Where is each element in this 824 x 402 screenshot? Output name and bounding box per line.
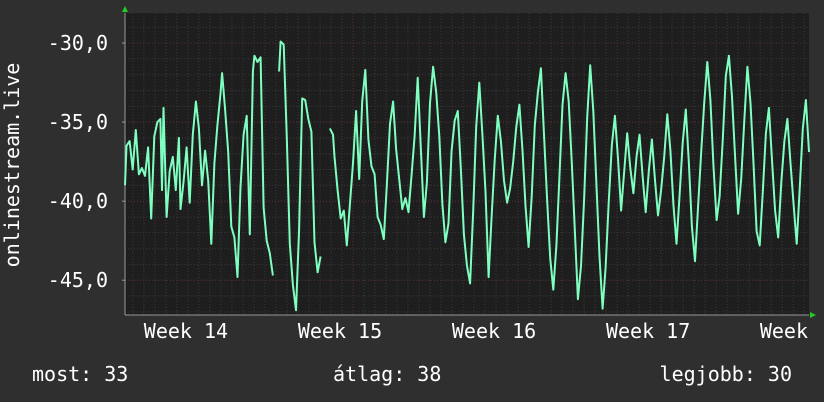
stat-average: átlag: 38 — [333, 362, 442, 386]
series-layer — [124, 40, 810, 312]
series-line — [124, 40, 810, 312]
x-tick-label: Week 14 — [144, 319, 228, 343]
stat-best: legjobb: 30 — [659, 362, 792, 386]
x-tick-label: Week 15 — [298, 319, 382, 343]
y-tick-label: -35,0 — [48, 110, 108, 134]
stat-current: most: 33 — [32, 362, 129, 386]
x-tick-label: Week 16 — [452, 319, 536, 343]
x-tick-labels: Week 14 Week 15 Week 16 Week 17 Week — [144, 319, 808, 343]
y-axis-arrow — [122, 6, 128, 12]
y-tick-label: -45,0 — [48, 268, 108, 292]
x-tick-label: Week 17 — [606, 319, 690, 343]
y-tick-label: -30,0 — [48, 31, 108, 55]
y-tick-labels: -30,0 -35,0 -40,0 -45,0 — [48, 31, 108, 292]
stats-bar: most: 33 átlag: 38 legjobb: 30 — [0, 362, 824, 390]
y-axis-label: onlinestream.live — [0, 63, 24, 268]
y-tick-label: -40,0 — [48, 189, 108, 213]
x-tick-label: Week — [760, 319, 808, 343]
x-axis-arrow — [810, 312, 816, 318]
